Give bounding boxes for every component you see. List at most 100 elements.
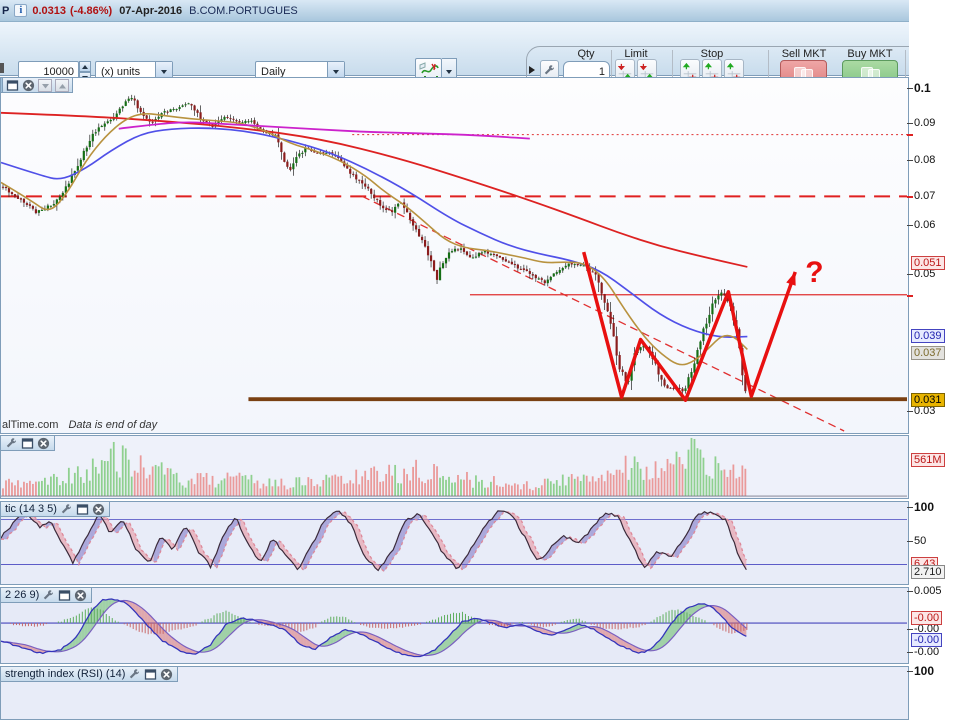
watermark-note: Data is end of day bbox=[68, 419, 158, 431]
axis-label: 0.03 bbox=[914, 405, 936, 417]
axis-tick bbox=[907, 160, 913, 161]
stepper-up-icon[interactable] bbox=[79, 61, 91, 72]
axis-label: 0.09 bbox=[914, 117, 936, 129]
macd-panel-header: 2 26 9) bbox=[0, 587, 93, 603]
axis-value-badge: -0.00 bbox=[911, 611, 943, 625]
volume-panel-header bbox=[0, 435, 55, 451]
axis-tick bbox=[907, 671, 913, 672]
sell-mkt-label: Sell MKT bbox=[781, 48, 827, 60]
buy-mkt-label: Buy MKT bbox=[847, 48, 893, 60]
axis-label: 0.06 bbox=[914, 219, 936, 231]
axis-label: 0.005 bbox=[914, 585, 942, 597]
quote-date: 07-Apr-2016 bbox=[119, 4, 183, 17]
watermark-brand: alTime.com bbox=[2, 419, 59, 431]
arrow-down-icon[interactable] bbox=[38, 78, 52, 92]
restore-window-icon[interactable] bbox=[21, 437, 34, 450]
candles bbox=[1, 94, 747, 394]
wrench-icon[interactable] bbox=[5, 437, 18, 450]
macd-chart[interactable] bbox=[1, 588, 908, 663]
volume-chart[interactable] bbox=[1, 436, 908, 498]
close-icon[interactable] bbox=[74, 589, 87, 602]
axis-tick bbox=[907, 295, 913, 297]
wrench-icon[interactable] bbox=[128, 668, 141, 681]
qty-label: Qty bbox=[577, 48, 595, 60]
axis-tick bbox=[907, 134, 913, 136]
macd-panel[interactable] bbox=[0, 587, 909, 664]
axis-value-badge: 0.037 bbox=[911, 346, 945, 360]
wrench-icon[interactable] bbox=[60, 503, 73, 516]
axis-value-badge: -0.00 bbox=[911, 633, 943, 647]
limit-label: Limit bbox=[624, 48, 648, 60]
macd-fill bbox=[1, 598, 747, 657]
instrument-name: B.COM.PORTUGUES bbox=[189, 4, 298, 17]
order-panel-collapse-icon[interactable] bbox=[529, 66, 535, 74]
axis-tick bbox=[907, 196, 913, 198]
axis-value-badge: 561M bbox=[911, 453, 945, 467]
timeframe-select-value: Daily bbox=[261, 66, 286, 78]
macd-histogram bbox=[9, 607, 748, 635]
axis-label: 0.1 bbox=[914, 81, 931, 95]
axis-tick bbox=[907, 629, 913, 630]
axis-tick bbox=[907, 88, 913, 89]
stochastic-chart[interactable] bbox=[1, 502, 908, 584]
axis-tick bbox=[907, 541, 913, 542]
info-icon[interactable]: i bbox=[14, 4, 28, 17]
axis-tick bbox=[907, 225, 913, 226]
axis-tick bbox=[907, 591, 913, 592]
close-icon[interactable] bbox=[37, 437, 50, 450]
axis-tick bbox=[907, 411, 913, 412]
stoch-k-line bbox=[1, 510, 747, 572]
axis-value-badge: 0.031 bbox=[911, 393, 945, 407]
axis-label: 0.08 bbox=[914, 154, 936, 166]
trendline bbox=[361, 195, 845, 432]
arrow-head bbox=[786, 271, 796, 286]
axis-label: 50 bbox=[914, 535, 927, 547]
restore-window-icon[interactable] bbox=[76, 503, 89, 516]
candlestick-chart[interactable]: ? bbox=[1, 78, 908, 433]
symbol-label: P bbox=[2, 4, 10, 17]
rsi-label: strength index (RSI) (14) bbox=[5, 668, 126, 680]
axis-tick bbox=[907, 652, 913, 653]
wrench-icon[interactable] bbox=[42, 589, 55, 602]
last-price: 0.0313 bbox=[32, 4, 66, 17]
macd-label: 2 26 9) bbox=[5, 589, 40, 601]
ma-mid-blue bbox=[1, 127, 748, 338]
toolbar-grip bbox=[0, 63, 4, 73]
unit-select-value: (x) units bbox=[101, 66, 141, 78]
axis-label: 100 bbox=[914, 500, 935, 514]
axis-label: -0.00 bbox=[914, 623, 940, 635]
macd-signal-line bbox=[1, 599, 747, 657]
stop-label: Stop bbox=[700, 48, 724, 60]
axis-value-badge: 0.039 bbox=[911, 329, 945, 343]
axis-value-badge: 2.710 bbox=[911, 565, 945, 579]
main-toolbar: 10000 (x) units Daily Qty 1 Limit Stop bbox=[0, 22, 960, 92]
axis-tick bbox=[907, 274, 913, 275]
chart-window-controls bbox=[2, 77, 73, 93]
title-bar: P i 0.0313 (-4.86%) 07-Apr-2016 B.COM.PO… bbox=[0, 0, 960, 22]
volume-panel[interactable] bbox=[0, 435, 909, 499]
close-icon[interactable] bbox=[92, 503, 105, 516]
axis-label: 100 bbox=[914, 664, 935, 678]
macd-line bbox=[1, 598, 747, 658]
stochastic-label: tic (14 3 5) bbox=[5, 503, 57, 515]
close-icon[interactable] bbox=[22, 79, 35, 92]
arrow-up-icon[interactable] bbox=[55, 78, 69, 92]
price-axis[interactable]: 0.1 0.09 0.08 0.07 0.06 0.05 0.03 0.051 0.039 0.0… bbox=[907, 0, 960, 720]
analyst-zigzag bbox=[582, 251, 797, 402]
axis-label: 0.07 bbox=[914, 190, 936, 202]
stochastic-panel[interactable] bbox=[0, 501, 909, 585]
question-mark: ? bbox=[805, 256, 823, 289]
price-chart-panel[interactable]: ? bbox=[0, 77, 909, 434]
rsi-panel-header: strength index (RSI) (14) bbox=[0, 666, 179, 682]
stochastic-panel-header: tic (14 3 5) bbox=[0, 501, 110, 517]
restore-window-icon[interactable] bbox=[144, 668, 157, 681]
restore-window-icon[interactable] bbox=[6, 79, 19, 92]
watermark: alTime.com Data is end of day bbox=[2, 419, 157, 431]
close-icon[interactable] bbox=[160, 668, 173, 681]
restore-window-icon[interactable] bbox=[58, 589, 71, 602]
axis-tick bbox=[907, 507, 913, 508]
ma-flat-magenta bbox=[118, 121, 530, 140]
axis-label: -0.00 bbox=[914, 646, 940, 658]
axis-tick bbox=[907, 123, 913, 124]
axis-label: 0.05 bbox=[914, 268, 936, 280]
